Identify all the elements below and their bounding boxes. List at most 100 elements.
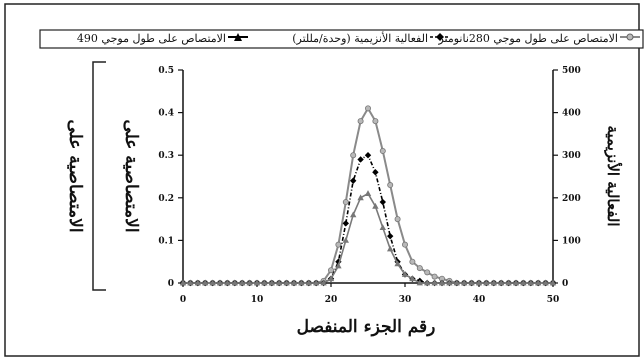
series-3-point — [327, 275, 335, 282]
series-3-point — [283, 279, 290, 286]
series-3-point — [187, 279, 194, 286]
series-3-point — [498, 279, 505, 286]
series-3-point — [313, 279, 320, 286]
series-1-point — [327, 267, 334, 274]
series-2-point — [364, 152, 372, 159]
x-tick-label: 50 — [547, 295, 560, 305]
series-1-point — [431, 273, 438, 280]
series-3-point — [468, 279, 475, 286]
legend-box — [39, 29, 644, 49]
y-right-tick-label: 100 — [562, 236, 581, 246]
series-3-point — [424, 279, 431, 286]
y-left-tick-label: 0 — [168, 279, 174, 289]
series-1-point — [416, 265, 423, 272]
y-right-tick-label: 400 — [562, 109, 581, 119]
series-3-point — [483, 279, 490, 286]
series-3-point — [261, 279, 268, 286]
y-right-tick-label: 300 — [562, 151, 581, 161]
y-axis-title-left-outer: الامتصاصية على — [65, 119, 85, 232]
x-tick-label: 40 — [473, 295, 486, 305]
series-2-point — [372, 169, 379, 176]
series-1-point — [379, 147, 386, 154]
series-3-point — [446, 279, 453, 286]
legend-marker-series-1 — [626, 33, 634, 41]
x-axis-title: رقم الجزء المنفصل — [297, 317, 436, 337]
series-3-point — [364, 190, 372, 196]
series-1-point — [387, 182, 394, 189]
series-3-point — [246, 279, 253, 286]
series-3-point — [202, 279, 209, 286]
series-3-point — [298, 279, 305, 286]
y-left-tick-label: 0.5 — [158, 66, 174, 76]
series-3-point — [224, 279, 231, 286]
series-3-point — [379, 224, 386, 231]
series-1-point — [364, 105, 371, 112]
series-3-point — [387, 245, 394, 252]
x-tick-label: 30 — [399, 295, 412, 305]
series-3-point — [416, 279, 423, 286]
series-3-point — [409, 275, 416, 282]
x-tick-label: 0 — [180, 295, 186, 305]
series-3-point — [490, 279, 497, 286]
series-1-point — [350, 152, 357, 159]
series-3-point — [239, 279, 246, 286]
series-3-point — [231, 279, 238, 286]
legend-marker-series-2 — [436, 33, 444, 41]
series-3-point — [209, 279, 216, 286]
series-3-point — [505, 279, 512, 286]
series-3-point — [438, 279, 446, 286]
y-right-tick-label: 0 — [562, 279, 568, 289]
series-3-point — [290, 279, 298, 286]
series-1-point — [357, 118, 364, 125]
legend: الامتصاص على طول موجي 280نانومتر الفعالي… — [39, 29, 644, 49]
legend-label-series-1: الامتصاص على طول موجي 280نانومتر — [437, 32, 618, 45]
y-right-tick-label: 500 — [562, 66, 581, 76]
y-left-tick-label: 0.1 — [158, 236, 174, 246]
series-3-point — [394, 260, 401, 267]
y-axis-title-left-inner: الامتصاصية على — [121, 119, 141, 232]
series-3-point — [194, 279, 201, 286]
series-1-point — [394, 216, 401, 223]
y-left-tick-label: 0.2 — [158, 194, 174, 204]
series-3-point — [342, 237, 349, 243]
legend-label-series-2: الفعالية الأنزيمية (وحدة/مللتر) — [292, 31, 428, 45]
series-3-point — [461, 279, 468, 286]
series-3-point — [520, 279, 527, 286]
series-3-point — [357, 194, 364, 201]
series-3-point — [276, 279, 283, 286]
series-3-point — [453, 279, 460, 286]
series-2-point — [387, 232, 394, 240]
series-2-point — [379, 198, 386, 206]
y-right-tick-label: 200 — [562, 194, 581, 204]
series-2-point — [357, 156, 364, 163]
legend-label-series-3: الامتصاص على طول موجي 490 — [77, 32, 226, 45]
series-1-point — [409, 258, 416, 265]
series-3-point — [335, 262, 342, 269]
series-3-point — [431, 279, 438, 286]
series-3-point — [350, 211, 357, 218]
series-1-point — [335, 241, 342, 248]
series-3-point — [527, 279, 534, 286]
series-3-point — [549, 279, 557, 286]
chart-border — [4, 3, 640, 357]
series-3-point — [268, 279, 275, 286]
x-tick-label: 10 — [251, 295, 264, 305]
series-1-point — [424, 269, 431, 276]
series-3-point — [535, 279, 542, 286]
series-3-point — [320, 279, 327, 286]
series-layer — [179, 105, 557, 287]
series-3-point — [475, 279, 483, 286]
y-axis-title-right: الفعالية الأنزيمية — [604, 125, 623, 226]
left-axis-bracket — [92, 61, 106, 291]
series-2-point — [342, 220, 349, 227]
series-1-point — [401, 241, 408, 248]
series-3-point — [305, 279, 312, 286]
series-2-point — [350, 177, 357, 184]
x-tick-label: 20 — [325, 295, 338, 305]
series-3-point — [216, 279, 224, 286]
series-1-point — [342, 199, 349, 206]
series-3-point — [542, 279, 549, 286]
series-3-point — [512, 279, 520, 286]
series-1-point — [372, 118, 379, 125]
